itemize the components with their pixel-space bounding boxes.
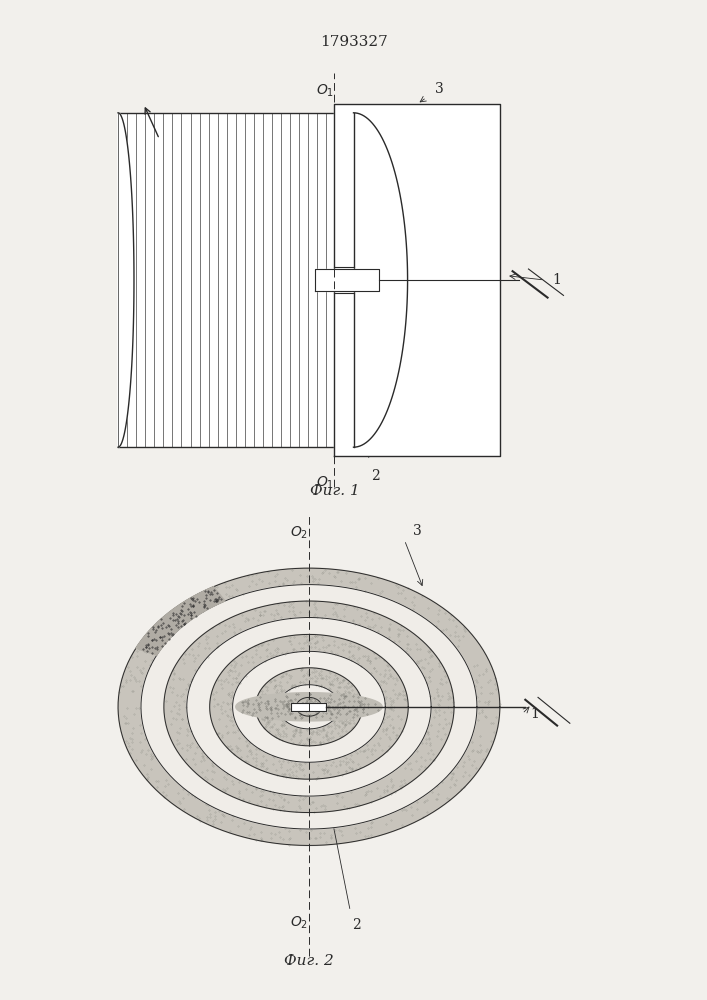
Polygon shape: [136, 587, 225, 655]
Polygon shape: [210, 634, 408, 779]
Polygon shape: [279, 685, 339, 729]
Polygon shape: [236, 693, 382, 721]
Text: Фиг. 2: Фиг. 2: [284, 954, 334, 968]
Text: 2: 2: [371, 469, 380, 483]
Text: 1: 1: [530, 707, 539, 721]
Polygon shape: [118, 568, 500, 845]
Polygon shape: [141, 585, 477, 829]
Polygon shape: [118, 568, 500, 845]
Text: 1: 1: [553, 273, 561, 287]
Text: $O_1$: $O_1$: [316, 474, 334, 491]
Polygon shape: [118, 113, 354, 447]
Polygon shape: [291, 703, 327, 711]
Text: 3: 3: [413, 524, 421, 538]
Text: Фиг. 1: Фиг. 1: [310, 484, 359, 498]
Text: $O_2$: $O_2$: [291, 915, 308, 931]
Polygon shape: [233, 651, 385, 762]
Polygon shape: [187, 618, 431, 796]
Text: 3: 3: [435, 82, 444, 96]
Text: 1793327: 1793327: [320, 35, 387, 49]
Polygon shape: [255, 668, 363, 746]
Text: 2: 2: [352, 918, 361, 932]
Polygon shape: [296, 697, 322, 716]
Polygon shape: [354, 113, 407, 447]
Text: $O_1$: $O_1$: [316, 83, 334, 99]
Text: $O_2$: $O_2$: [291, 525, 308, 541]
Polygon shape: [315, 269, 379, 291]
Polygon shape: [118, 113, 134, 447]
Polygon shape: [164, 601, 454, 813]
Polygon shape: [334, 104, 500, 456]
